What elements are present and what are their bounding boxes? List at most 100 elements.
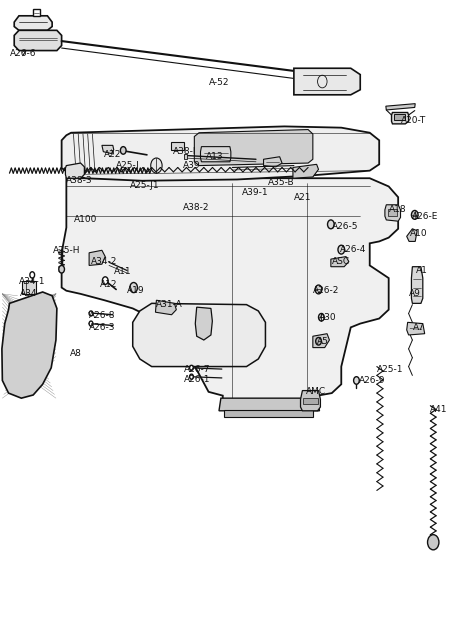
Text: A34: A34 <box>20 289 37 298</box>
Text: ASC: ASC <box>332 257 350 265</box>
Text: A26-9: A26-9 <box>359 376 386 385</box>
Text: A9: A9 <box>409 289 420 298</box>
Circle shape <box>315 285 322 294</box>
Circle shape <box>89 321 93 326</box>
Text: A25-J1: A25-J1 <box>130 181 160 190</box>
Text: A20-T: A20-T <box>401 116 426 125</box>
Polygon shape <box>264 157 282 167</box>
Polygon shape <box>392 112 409 124</box>
Text: A25-H: A25-H <box>53 246 81 255</box>
Polygon shape <box>224 183 315 403</box>
Polygon shape <box>301 391 320 411</box>
Text: A39: A39 <box>182 161 200 170</box>
Circle shape <box>22 308 35 324</box>
Circle shape <box>26 312 31 320</box>
Bar <box>224 410 313 417</box>
Text: A12: A12 <box>100 280 117 289</box>
Text: A38-3: A38-3 <box>66 176 93 185</box>
Text: A26-7: A26-7 <box>184 365 210 374</box>
Polygon shape <box>89 250 105 265</box>
Text: A25-J: A25-J <box>116 161 140 170</box>
Polygon shape <box>65 163 84 178</box>
Text: A100: A100 <box>73 216 97 224</box>
Polygon shape <box>313 334 329 348</box>
Polygon shape <box>385 205 401 221</box>
Polygon shape <box>201 147 231 162</box>
Text: A13: A13 <box>206 152 224 161</box>
Text: A38-2: A38-2 <box>182 203 209 212</box>
Circle shape <box>428 535 439 550</box>
Polygon shape <box>14 30 62 51</box>
Text: A26-5: A26-5 <box>332 222 358 231</box>
Text: A21: A21 <box>294 193 311 202</box>
Circle shape <box>354 377 359 384</box>
Text: A26-4: A26-4 <box>340 245 367 254</box>
Text: A10: A10 <box>410 229 428 238</box>
Polygon shape <box>133 303 265 367</box>
Polygon shape <box>155 300 176 315</box>
Circle shape <box>338 245 345 254</box>
Text: A34-1: A34-1 <box>19 277 46 286</box>
Text: A18: A18 <box>389 205 406 214</box>
Text: A26-8: A26-8 <box>89 312 116 320</box>
Polygon shape <box>293 164 319 178</box>
Polygon shape <box>102 145 114 154</box>
Circle shape <box>328 220 334 229</box>
Polygon shape <box>386 104 415 110</box>
Polygon shape <box>14 16 52 30</box>
Text: A22: A22 <box>104 150 122 159</box>
Polygon shape <box>2 292 57 398</box>
Text: A30: A30 <box>319 313 336 322</box>
Text: A34-2: A34-2 <box>91 257 118 265</box>
Bar <box>22 281 36 294</box>
Text: A39-1: A39-1 <box>242 188 268 197</box>
Circle shape <box>151 158 162 173</box>
Polygon shape <box>407 322 425 335</box>
Polygon shape <box>407 229 417 241</box>
Text: A38-I: A38-I <box>173 147 197 156</box>
Text: A11: A11 <box>114 267 131 276</box>
Text: A19: A19 <box>127 286 145 295</box>
Circle shape <box>411 210 418 219</box>
Bar <box>303 398 318 404</box>
Polygon shape <box>411 267 423 303</box>
Circle shape <box>20 362 32 378</box>
Polygon shape <box>294 68 360 95</box>
Text: A7: A7 <box>413 323 425 332</box>
Circle shape <box>59 265 64 273</box>
Polygon shape <box>62 126 379 181</box>
Circle shape <box>316 337 321 345</box>
Circle shape <box>120 147 126 154</box>
Text: A26-3: A26-3 <box>89 323 116 332</box>
Bar <box>171 142 184 150</box>
Text: A8: A8 <box>70 349 82 358</box>
Text: A-52: A-52 <box>209 78 229 87</box>
Polygon shape <box>219 398 319 411</box>
Text: A26-6: A26-6 <box>9 49 36 58</box>
Polygon shape <box>33 9 40 16</box>
Text: A26-1: A26-1 <box>184 375 210 384</box>
Polygon shape <box>331 257 349 267</box>
Circle shape <box>130 283 137 293</box>
Text: A26-2: A26-2 <box>313 286 339 295</box>
Bar <box>394 114 405 120</box>
Text: A25-1: A25-1 <box>377 365 404 374</box>
Circle shape <box>30 272 35 278</box>
Circle shape <box>190 365 193 370</box>
Text: A5: A5 <box>317 337 328 346</box>
Bar <box>388 209 397 216</box>
Polygon shape <box>62 178 398 403</box>
Text: A41: A41 <box>430 405 448 414</box>
Text: A26-E: A26-E <box>412 212 439 221</box>
Polygon shape <box>195 307 212 340</box>
Polygon shape <box>194 130 313 166</box>
Text: A35-B: A35-B <box>268 178 294 186</box>
Circle shape <box>23 366 29 374</box>
Text: A1: A1 <box>416 266 428 275</box>
Text: AMC: AMC <box>306 387 326 396</box>
Circle shape <box>102 277 108 284</box>
Circle shape <box>190 374 193 379</box>
Circle shape <box>89 311 93 316</box>
Text: A31-A: A31-A <box>156 300 183 309</box>
Polygon shape <box>184 154 187 159</box>
